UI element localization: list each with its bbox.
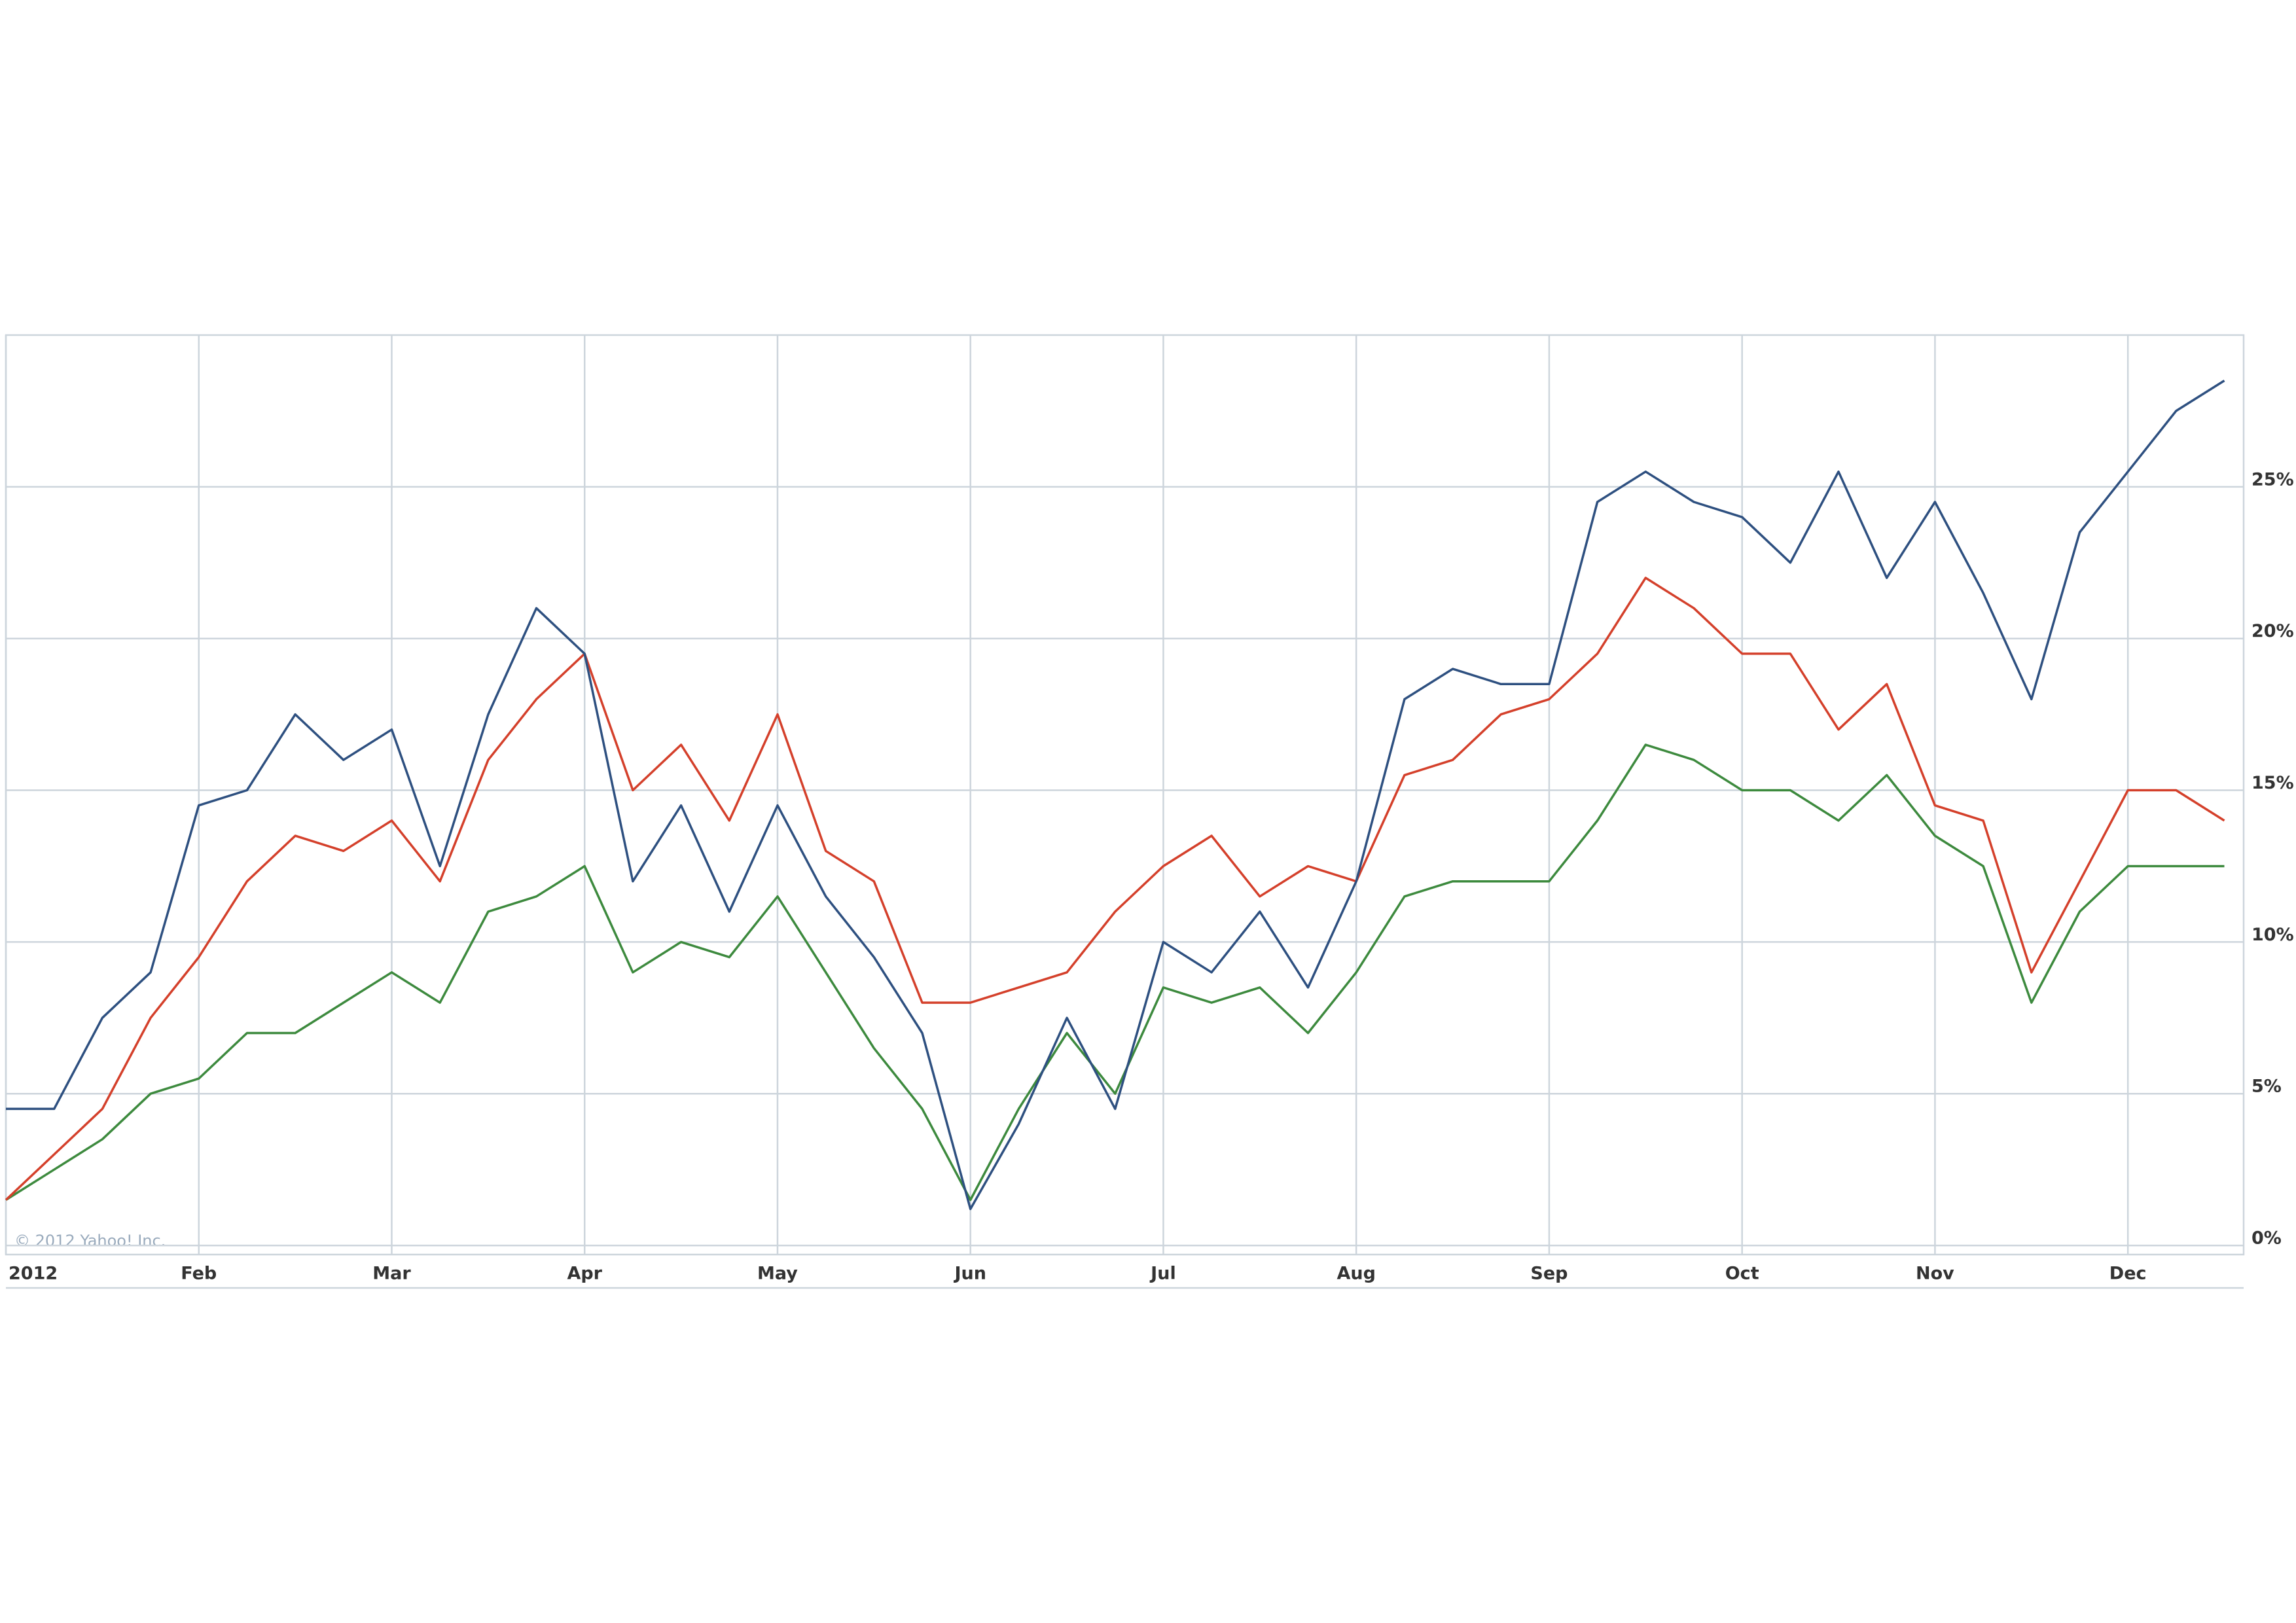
- y-tick-label: 10%: [2251, 925, 2294, 945]
- x-tick-label: 2012: [9, 1264, 58, 1284]
- x-tick-label: Dec: [2109, 1264, 2147, 1284]
- y-tick-label: 15%: [2251, 773, 2294, 793]
- x-tick-label: Aug: [1336, 1264, 1375, 1284]
- series-line: [6, 380, 2225, 1211]
- y-tick-label: 5%: [2251, 1077, 2282, 1097]
- x-tick-label: May: [757, 1264, 798, 1284]
- x-tick-label: Apr: [567, 1264, 602, 1284]
- x-tick-label: Mar: [372, 1264, 411, 1284]
- plot-frame: [5, 334, 2245, 1256]
- y-tick-label: 0%: [2251, 1228, 2282, 1249]
- copyright: © 2012 Yahoo! Inc.: [14, 1232, 166, 1250]
- x-tick-label: Jun: [953, 1264, 986, 1284]
- x-tick-label: Nov: [1916, 1264, 1954, 1284]
- series-line: [5, 577, 2225, 1201]
- y-tick-label: 25%: [2251, 469, 2294, 490]
- x-tick-label: Sep: [1530, 1264, 1568, 1284]
- series-line: [5, 743, 2225, 1202]
- x-tick-label: Oct: [1725, 1264, 1759, 1284]
- x-tick-label: Jul: [1149, 1264, 1176, 1284]
- x-tick-label: Feb: [181, 1264, 217, 1284]
- y-tick-label: 20%: [2251, 621, 2294, 641]
